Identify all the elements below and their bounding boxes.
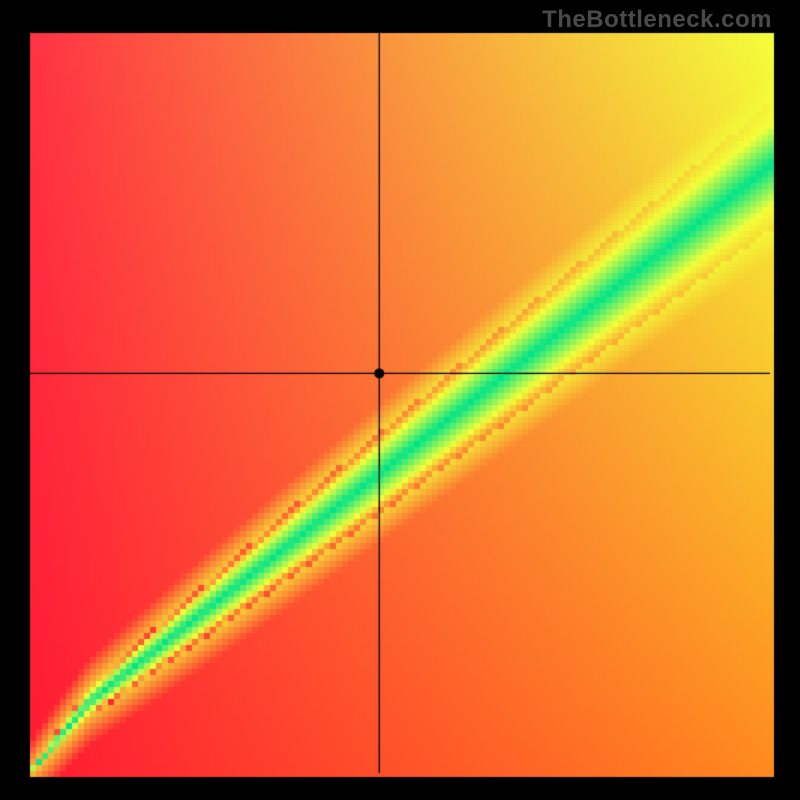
watermark-text: TheBottleneck.com bbox=[542, 6, 772, 34]
heatmap-canvas bbox=[0, 0, 800, 800]
chart-container: TheBottleneck.com bbox=[0, 0, 800, 800]
